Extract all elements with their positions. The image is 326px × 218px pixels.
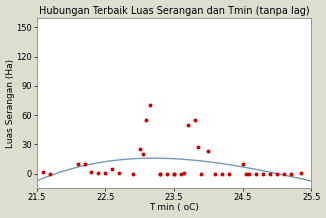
- Point: [89, 170, 94, 173]
- X-axis label: T min ( oC): T min ( oC): [149, 203, 199, 213]
- Point: [141, 152, 146, 156]
- Point: [244, 172, 249, 175]
- Point: [164, 172, 170, 175]
- Title: Hubungan Terbaik Luas Serangan dan Tmin (tanpa lag): Hubungan Terbaik Luas Serangan dan Tmin …: [38, 5, 309, 15]
- Point: [41, 170, 46, 173]
- Point: [157, 172, 163, 175]
- Point: [192, 118, 197, 122]
- Point: [178, 172, 184, 175]
- Point: [82, 162, 87, 166]
- Point: [219, 172, 225, 175]
- Point: [274, 172, 279, 175]
- Point: [75, 162, 81, 166]
- Point: [213, 172, 218, 175]
- Point: [103, 171, 108, 174]
- Point: [48, 172, 53, 175]
- Point: [116, 171, 122, 174]
- Point: [96, 171, 101, 174]
- Point: [137, 148, 142, 151]
- Point: [281, 172, 287, 175]
- Point: [144, 118, 149, 122]
- Point: [298, 171, 304, 174]
- Point: [240, 162, 245, 166]
- Point: [185, 123, 190, 127]
- Point: [195, 146, 200, 149]
- Point: [147, 104, 153, 107]
- Point: [267, 172, 273, 175]
- Point: [171, 172, 176, 175]
- Point: [171, 172, 176, 175]
- Y-axis label: Luas Serangan (Ha): Luas Serangan (Ha): [6, 58, 15, 148]
- Point: [247, 172, 252, 175]
- Point: [157, 172, 163, 175]
- Point: [110, 167, 115, 170]
- Point: [260, 172, 266, 175]
- Point: [182, 171, 187, 174]
- Point: [254, 172, 259, 175]
- Point: [206, 149, 211, 153]
- Point: [226, 172, 231, 175]
- Point: [199, 172, 204, 175]
- Point: [288, 172, 293, 175]
- Point: [130, 172, 135, 175]
